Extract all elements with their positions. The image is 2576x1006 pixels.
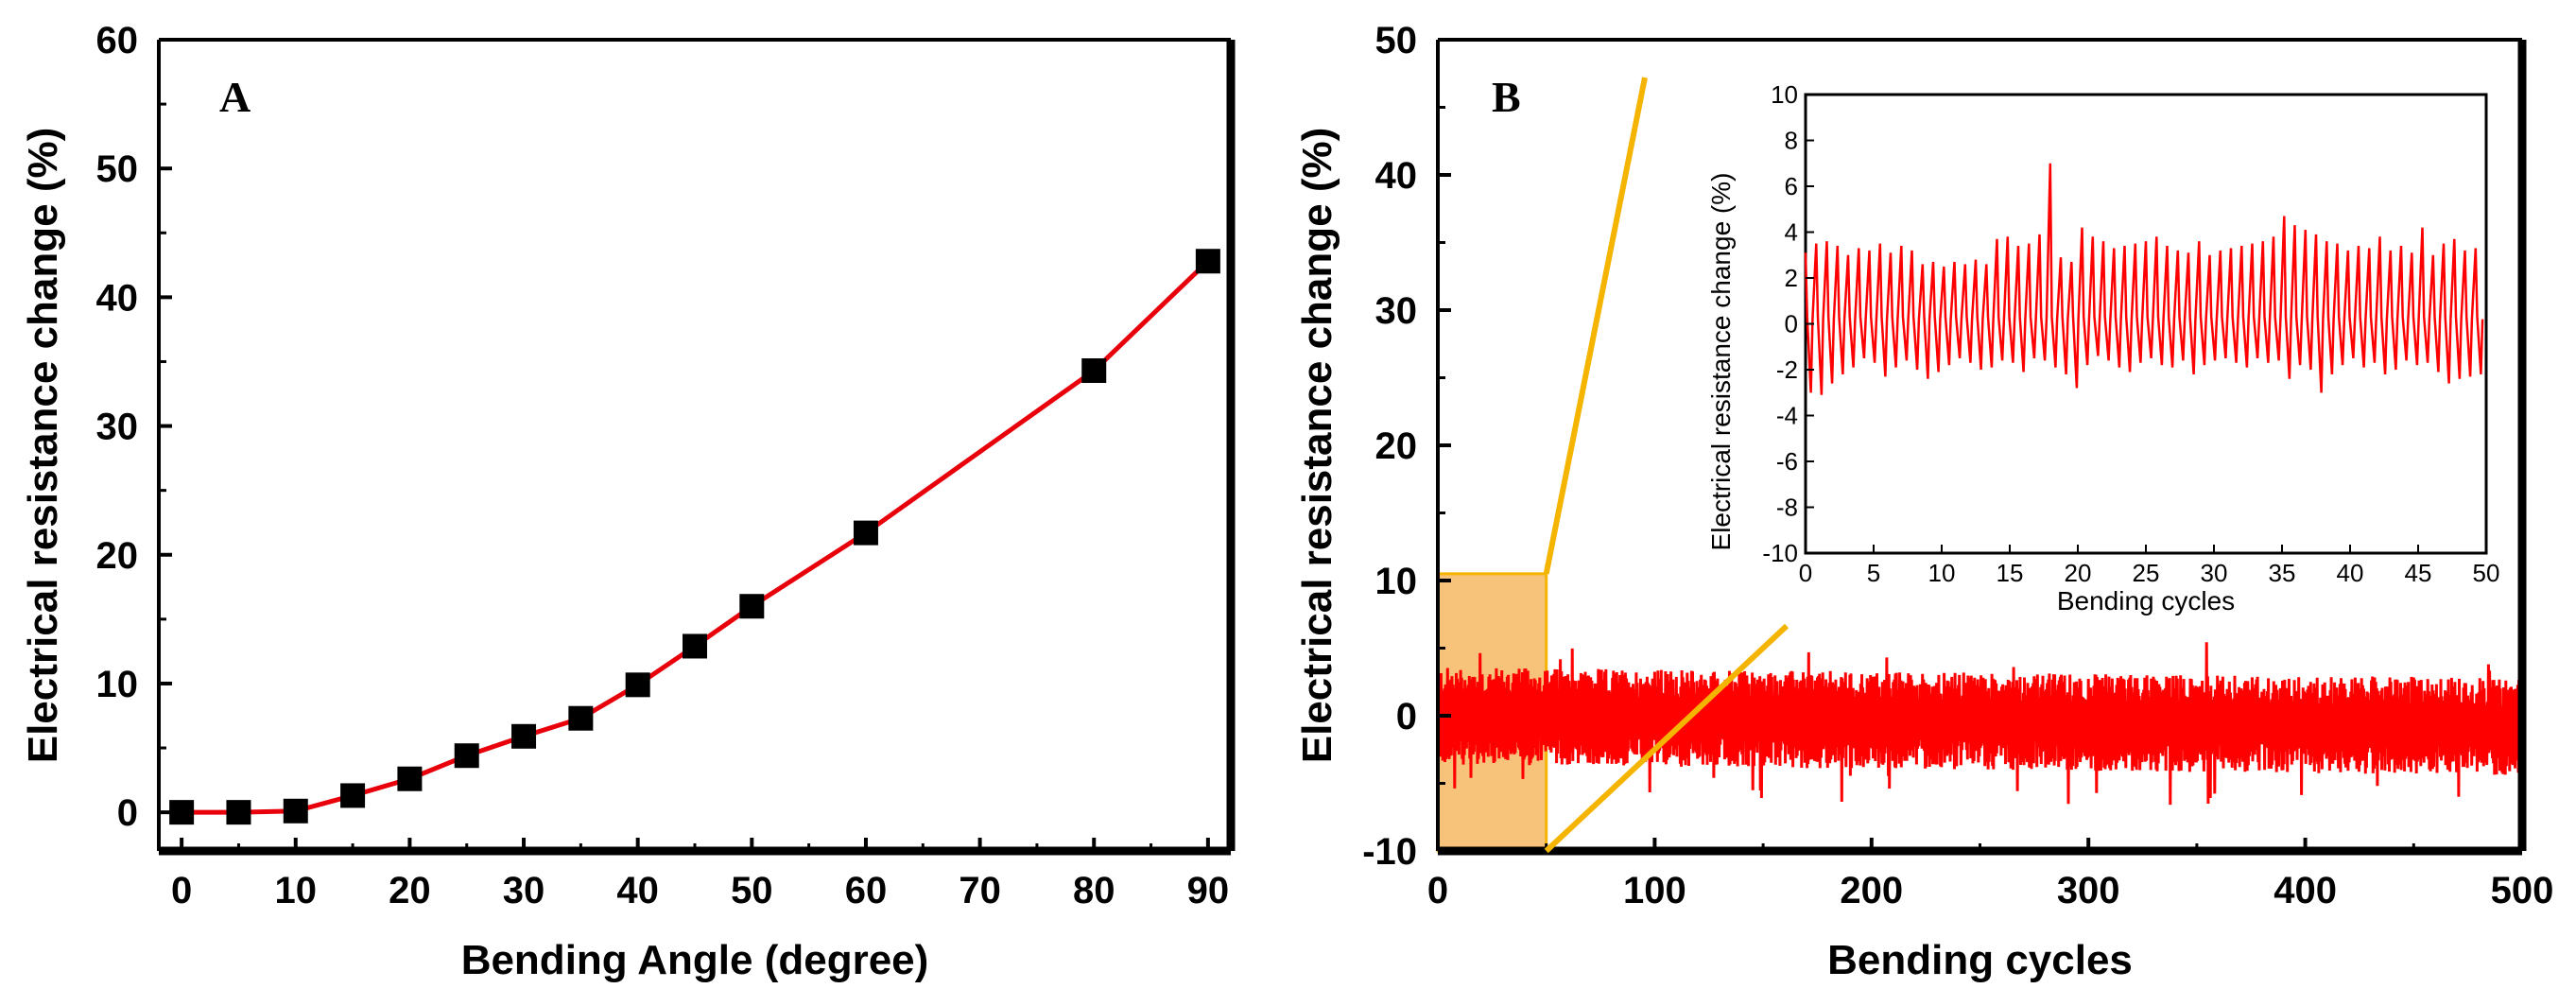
panel-b-y-axis-title: Electrical resistance change (%) — [1294, 128, 1340, 764]
panel-a-y-tick-label: 20 — [96, 535, 139, 577]
panel-b-x-tick-label: 500 — [2491, 870, 2554, 911]
inset-y-tick-label: -6 — [1776, 447, 1798, 476]
panel-b-label: B — [1492, 73, 1521, 121]
panel-a-data-point — [853, 520, 878, 546]
panel-b-x-axis-title: Bending cycles — [1827, 937, 2133, 983]
panel-a-x-tick-label: 70 — [959, 870, 1001, 911]
panel-a-data-point — [511, 723, 537, 749]
inset-x-tick-label: 45 — [2405, 559, 2432, 587]
panel-a-y-tick-label: 30 — [96, 407, 139, 448]
panel-b-x-tick-label: 200 — [1840, 870, 1903, 911]
panel-a-x-tick-label: 60 — [845, 870, 888, 911]
panel-a-x-tick-label: 20 — [389, 870, 431, 911]
panel-a-y-tick-label: 50 — [96, 148, 139, 190]
inset-series-line — [1804, 163, 2484, 395]
panel-b-x-tick-label: 400 — [2273, 870, 2337, 911]
inset-y-tick-label: 10 — [1771, 80, 1798, 109]
panel-a-data-point — [1081, 358, 1107, 384]
panel-a-y-tick-label: 0 — [117, 792, 138, 834]
inset-y-tick-label: 6 — [1785, 172, 1798, 200]
inset-y-axis-title: Electrical resistance change (%) — [1706, 173, 1736, 551]
panel-a-data-point — [739, 594, 765, 619]
panel-a-data-point — [454, 743, 479, 769]
panel-b-x-tick-label: 100 — [1623, 870, 1686, 911]
panel-a-x-tick-label: 80 — [1073, 870, 1115, 911]
inset-y-tick-label: 2 — [1785, 264, 1798, 292]
inset-x-tick-label: 35 — [2269, 559, 2296, 587]
panel-a-y-tick-label: 10 — [96, 664, 139, 705]
panel-b-x-tick-label: 300 — [2057, 870, 2120, 911]
panel-b-connector-line — [1543, 77, 1648, 575]
panel-b-y-tick-label: 40 — [1375, 155, 1418, 197]
panel-a-data-point — [340, 783, 366, 808]
panel-b-x-tick-label: 0 — [1427, 870, 1448, 911]
panel-a-data-point — [568, 705, 594, 731]
panel-a-chart: 0 10 20 30 40 50 60 70 80 90 0 10 20 30 40 50 60 Bending … — [20, 20, 1236, 983]
panel-b-y-tick-label: 10 — [1375, 561, 1418, 602]
inset-x-tick-label: 10 — [1928, 559, 1956, 587]
panel-a-data-point — [625, 672, 650, 698]
inset-y-tick-label: -4 — [1776, 402, 1798, 430]
panel-a-x-tick-label: 90 — [1187, 870, 1230, 911]
inset-y-tick-label: 4 — [1785, 218, 1798, 247]
inset-y-tick-label: -2 — [1776, 356, 1798, 384]
panel-b-series-line — [1436, 642, 2524, 806]
panel-b-y-tick-label: 30 — [1375, 290, 1418, 332]
panel-b-y-tick-label: 0 — [1396, 696, 1417, 737]
panel-b-y-tick-label: 20 — [1375, 425, 1418, 467]
inset-x-tick-label: 50 — [2473, 559, 2500, 587]
panel-a-x-tick-label: 40 — [616, 870, 659, 911]
panel-a-y-tick-label: 40 — [96, 277, 139, 319]
panel-a-data-point — [169, 800, 195, 825]
inset-y-tick-label: -8 — [1776, 494, 1798, 522]
panel-a-y-tick-label: 60 — [96, 20, 139, 61]
panel-a-data-point — [397, 766, 423, 791]
panel-a-data-point — [283, 798, 308, 824]
inset-x-tick-label: 0 — [1799, 559, 1812, 587]
panel-b-y-tick-label: -10 — [1362, 831, 1417, 873]
inset-x-tick-label: 40 — [2337, 559, 2364, 587]
inset-x-tick-label: 15 — [1997, 559, 2024, 587]
panel-a-x-axis-title: Bending Angle (degree) — [461, 937, 929, 983]
panel-a-x-tick-label: 30 — [503, 870, 545, 911]
inset-x-tick-label: 30 — [2201, 559, 2228, 587]
inset-x-tick-label: 20 — [2065, 559, 2092, 587]
inset-y-tick-label: 8 — [1785, 127, 1798, 155]
panel-a-x-tick-label: 50 — [731, 870, 773, 911]
panel-a-x-tick-label: 0 — [171, 870, 192, 911]
inset-x-axis-title: Bending cycles — [2057, 586, 2235, 616]
panel-b-y-tick-label: 50 — [1375, 20, 1418, 61]
inset-x-tick-label: 25 — [2133, 559, 2160, 587]
panel-b-connector-line — [1544, 623, 1789, 854]
panel-a-data-point — [226, 800, 251, 825]
inset-y-tick-label: 0 — [1785, 310, 1798, 338]
panel-a-x-tick-label: 10 — [275, 870, 318, 911]
panel-a-y-axis-title: Electrical resistance change (%) — [20, 128, 66, 764]
panel-a-label: A — [219, 73, 251, 121]
inset-y-tick-label: -10 — [1762, 539, 1798, 567]
panel-a-data-point — [1195, 249, 1220, 274]
panel-a-series-line — [182, 259, 1210, 815]
inset-x-tick-label: 5 — [1867, 559, 1880, 587]
panel-a-data-point — [683, 633, 707, 659]
